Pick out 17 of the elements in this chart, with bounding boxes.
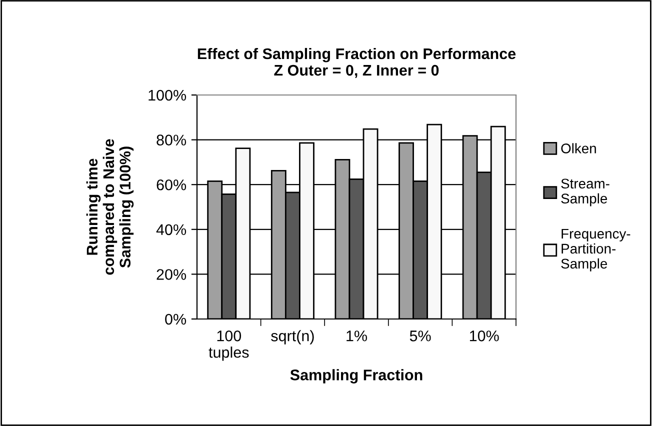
y-axis-title: Running time compared to Naive Sampling (100%)	[86, 139, 134, 275]
x-tick-label: 10%	[470, 330, 499, 342]
y-tick-label: 100%	[148, 90, 186, 101]
legend-label: Frequency- Partition- Sample	[561, 228, 630, 272]
y-tick-label: 60%	[156, 179, 186, 190]
chart-title: Effect of Sampling Fraction on Performance Z Outer = 0, Z Inner = 0	[198, 48, 516, 78]
x-tick-label: 100 tuples	[208, 330, 249, 361]
y-tick-label: 20%	[156, 269, 186, 280]
x-tick-label: 5%	[410, 330, 431, 342]
legend-label: Stream- Sample	[561, 178, 610, 206]
y-tick-label: 40%	[156, 224, 186, 236]
x-tick-label: sqrt(n)	[271, 330, 314, 344]
x-tick-label: 1%	[346, 330, 367, 342]
x-axis-title: Sampling Fraction	[290, 369, 422, 384]
legend-label: Olken	[561, 143, 596, 154]
y-tick-label: 0%	[165, 314, 186, 325]
y-tick-label: 80%	[156, 134, 186, 146]
